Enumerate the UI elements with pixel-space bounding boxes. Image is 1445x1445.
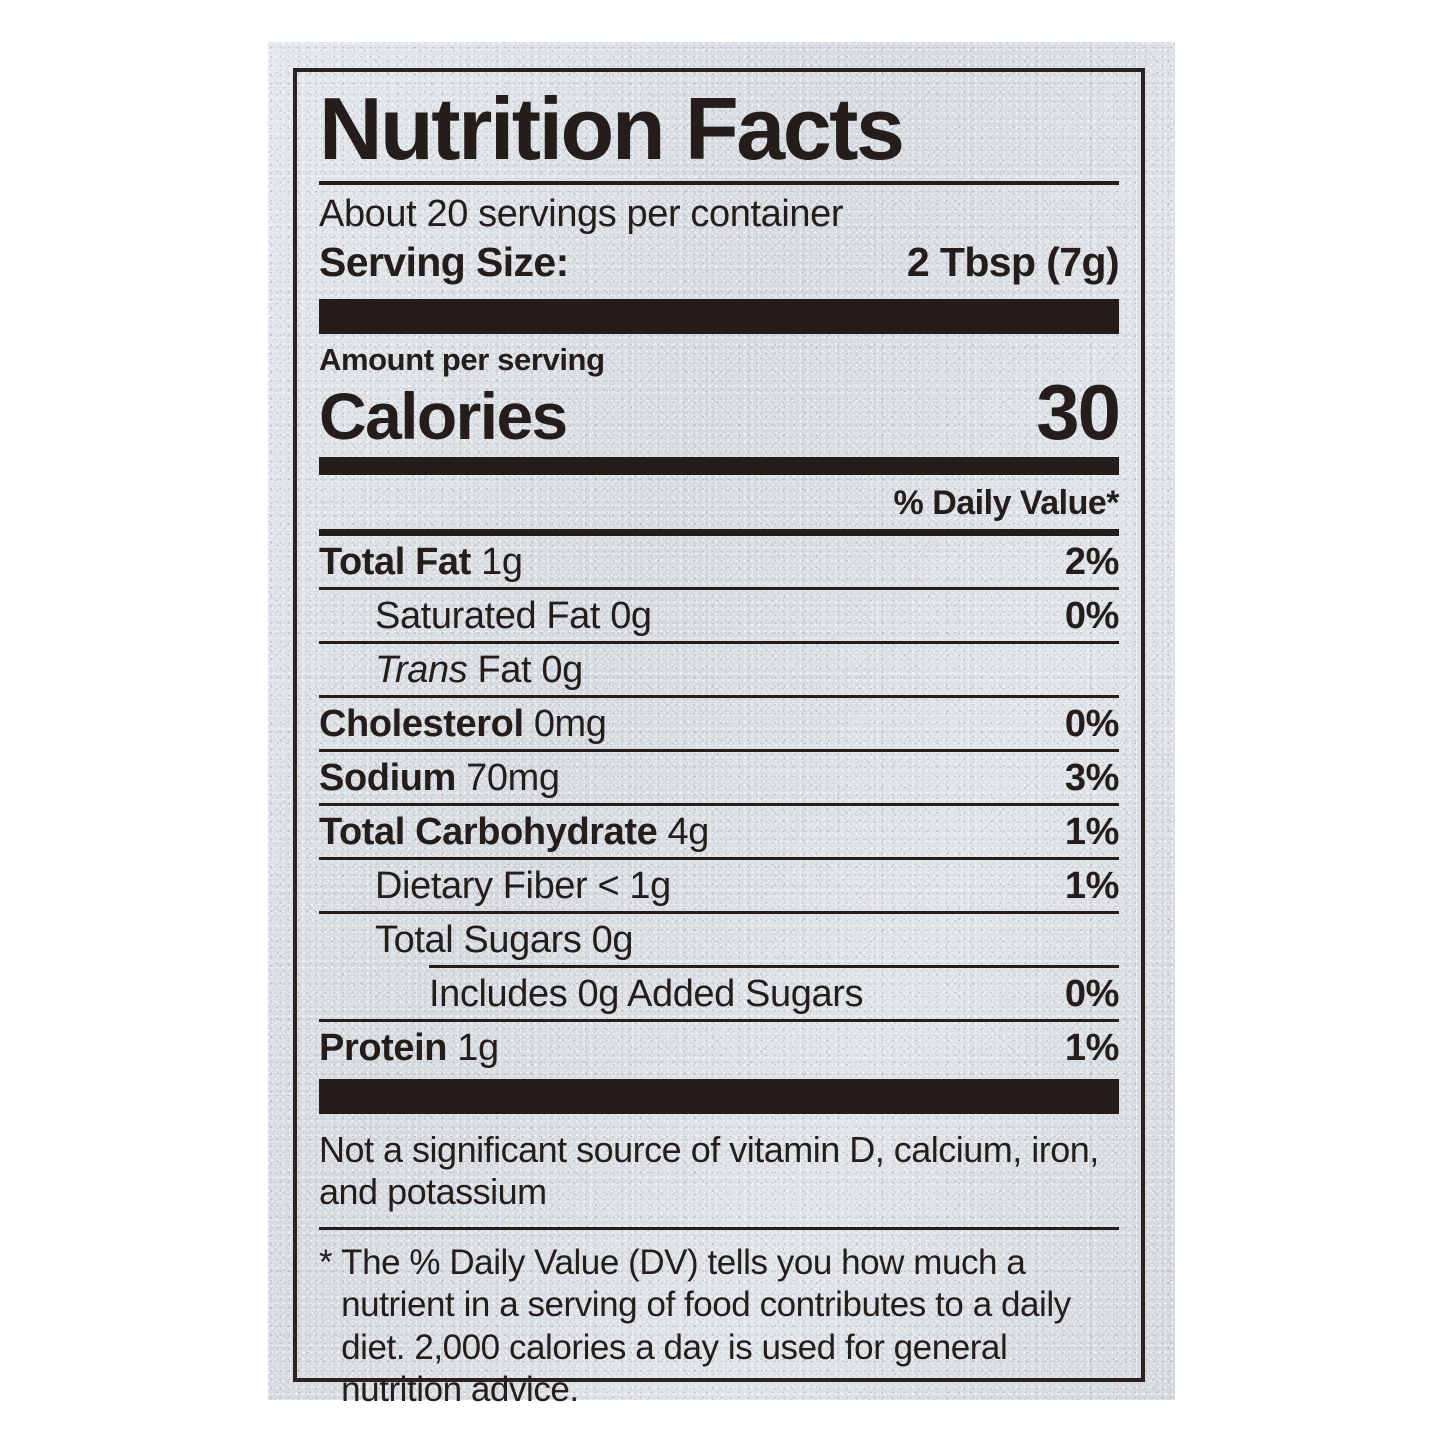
table-row-protein: Protein 1g 1% — [319, 1022, 1119, 1073]
serving-size-label: Serving Size: — [319, 238, 569, 285]
sodium-amount: 70mg — [466, 756, 560, 799]
table-row-total-carbohydrate: Total Carbohydrate 4g 1% — [319, 806, 1119, 857]
footnote-divider — [319, 1227, 1119, 1230]
table-row-saturated-fat: Saturated Fat 0g 0% — [319, 590, 1119, 641]
page-title: Nutrition Facts — [319, 79, 905, 178]
sodium-label: Sodium 70mg — [319, 759, 560, 797]
daily-value-header: % Daily Value* — [893, 483, 1120, 522]
row-divider — [319, 586, 1119, 590]
row-divider — [319, 694, 1119, 698]
row-divider — [319, 802, 1119, 806]
table-row-sodium: Sodium 70mg 3% — [319, 752, 1119, 803]
row-divider — [319, 640, 1119, 644]
cholesterol-amount: 0mg — [533, 702, 607, 745]
table-row-total-fat: Total Fat 1g 2% — [319, 536, 1119, 587]
total-carbohydrate-dv: 1% — [1064, 810, 1120, 853]
row-divider — [319, 856, 1119, 860]
total-sugars-label: Total Sugars 0g — [375, 918, 634, 961]
footnote-text: The % Daily Value (DV) tells you how muc… — [341, 1243, 1071, 1410]
row-divider — [319, 1018, 1119, 1022]
serving-block-divider — [319, 298, 1119, 334]
dietary-fiber-label: Dietary Fiber < 1g — [375, 864, 671, 907]
daily-value-footnote: * The % Daily Value (DV) tells you how m… — [319, 1242, 1119, 1411]
total-fat-name: Total Fat — [319, 540, 471, 583]
row-divider-indented — [429, 964, 1119, 968]
dietary-fiber-dv: 1% — [1064, 864, 1120, 907]
added-sugars-label: Includes 0g Added Sugars — [429, 972, 864, 1015]
row-divider — [319, 910, 1119, 914]
table-row-total-sugars: Total Sugars 0g — [319, 914, 1119, 965]
calories-divider — [319, 456, 1119, 475]
table-row-trans-fat: Trans Fat 0g — [319, 644, 1119, 695]
sodium-dv: 3% — [1064, 756, 1120, 799]
nutrition-facts-panel: Nutrition Facts About 20 servings per co… — [293, 68, 1145, 1409]
calories-value: 30 — [1036, 367, 1121, 456]
serving-size-row: Serving Size: 2 Tbsp (7g) — [319, 238, 1120, 286]
protein-amount: 1g — [457, 1026, 499, 1069]
cholesterol-dv: 0% — [1064, 702, 1120, 745]
daily-value-divider — [319, 528, 1119, 536]
total-fat-dv: 2% — [1064, 540, 1120, 583]
amount-per-serving-label: Amount per serving — [319, 341, 605, 377]
total-carbohydrate-name: Total Carbohydrate — [319, 810, 658, 853]
cholesterol-label: Cholesterol 0mg — [319, 705, 607, 743]
calories-label: Calories — [319, 378, 568, 453]
title-divider — [319, 180, 1119, 185]
total-carbohydrate-label: Total Carbohydrate 4g — [319, 813, 709, 851]
protein-label: Protein 1g — [319, 1029, 499, 1067]
total-carbohydrate-amount: 4g — [667, 810, 710, 853]
not-significant-source-text: Not a significant source of vitamin D, c… — [319, 1128, 1099, 1212]
trans-fat-amount: Fat 0g — [477, 648, 584, 691]
trans-fat-italic: Trans — [375, 648, 468, 691]
bottom-divider — [319, 1078, 1119, 1114]
total-fat-label: Total Fat 1g — [319, 543, 523, 581]
sodium-name: Sodium — [319, 756, 456, 799]
table-row-cholesterol: Cholesterol 0mg 0% — [319, 698, 1119, 749]
total-fat-amount: 1g — [481, 540, 523, 583]
table-row-added-sugars: Includes 0g Added Sugars 0% — [319, 968, 1119, 1019]
cholesterol-name: Cholesterol — [319, 702, 524, 745]
row-divider — [319, 748, 1119, 752]
footnote-asterisk: * — [319, 1243, 333, 1282]
saturated-fat-dv: 0% — [1064, 594, 1120, 637]
protein-dv: 1% — [1064, 1026, 1120, 1069]
servings-per-container: About 20 servings per container — [319, 192, 844, 235]
added-sugars-dv: 0% — [1064, 972, 1120, 1015]
saturated-fat-label: Saturated Fat 0g — [375, 594, 652, 637]
serving-size-value: 2 Tbsp (7g) — [906, 238, 1120, 285]
protein-name: Protein — [319, 1026, 448, 1069]
calories-row: Calories 30 — [319, 367, 1121, 456]
trans-fat-label: Trans Fat 0g — [375, 651, 583, 689]
table-row-dietary-fiber: Dietary Fiber < 1g 1% — [319, 860, 1119, 911]
label-photo-background: Nutrition Facts About 20 servings per co… — [268, 42, 1175, 1409]
